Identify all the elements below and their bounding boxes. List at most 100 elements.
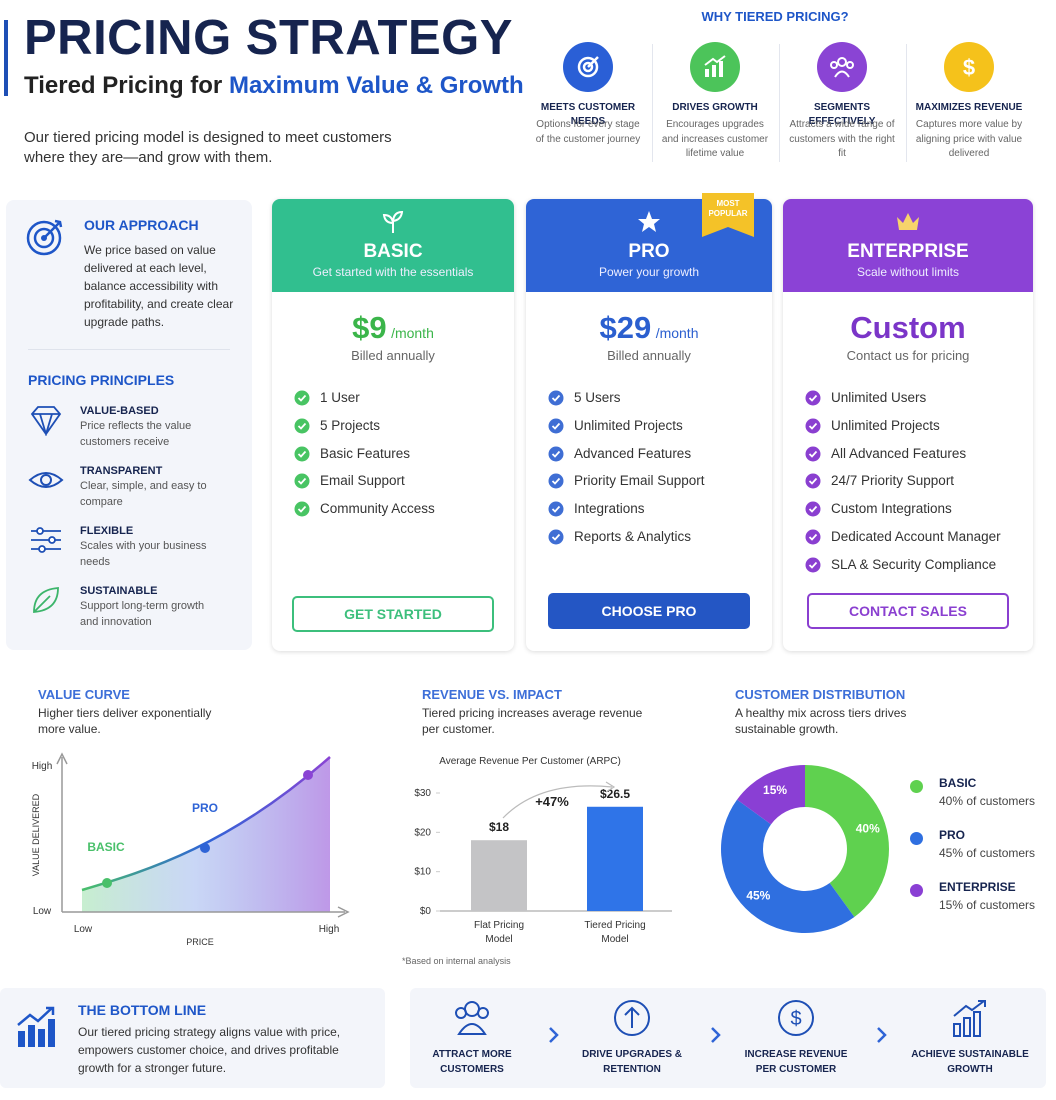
plan-feature: 5 Projects — [320, 417, 381, 433]
accent-bar — [4, 20, 8, 96]
why-item-title: DRIVES GROWTH — [672, 102, 758, 113]
chevron — [549, 1027, 559, 1043]
curve-point — [102, 878, 112, 888]
principle-text: Support long-term growth and innovation — [80, 600, 205, 628]
legend-note: 40% of customers — [939, 794, 1036, 808]
divider — [779, 44, 780, 162]
check-icon — [548, 390, 564, 406]
check-icon — [548, 473, 564, 489]
bar-chart: Average Revenue Per Customer (ARPC) $0 $10… — [414, 756, 672, 917]
icon-part: $ — [963, 55, 975, 80]
value-label: $26.5 — [600, 787, 630, 801]
principle-icon — [33, 587, 59, 613]
plan-button[interactable]: CHOOSE PRO — [548, 593, 750, 629]
icon-part — [33, 587, 59, 613]
icon-part — [897, 213, 919, 230]
curve-point — [303, 770, 313, 780]
icon-part — [808, 506, 818, 513]
plan-tagline: Scale without limits — [856, 265, 960, 279]
subtitle: Tiered Pricing for Maximum Value & Growt… — [24, 70, 524, 102]
icon-part — [805, 529, 821, 545]
icon-part — [464, 1001, 480, 1017]
y-tick-label: $30 — [414, 788, 431, 799]
principle-title: VALUE-BASED — [80, 405, 159, 417]
legend-note: 15% of customers — [939, 898, 1036, 912]
plan-badge: MOST POPULAR — [708, 199, 748, 218]
subtitle-text: Tiered Pricing for — [24, 72, 223, 99]
icon-part — [778, 1000, 814, 1036]
icon-part — [297, 506, 307, 513]
icon-part — [551, 422, 561, 430]
icon-part — [551, 478, 561, 486]
plan-button[interactable]: CONTACT SALES — [807, 593, 1009, 629]
axis-title: PRICE — [186, 937, 214, 947]
check-icon — [805, 557, 821, 573]
plan-button[interactable]: GET STARTED — [292, 596, 494, 632]
donut-slice — [737, 765, 805, 825]
icon-part — [551, 450, 561, 458]
icon-part — [704, 55, 726, 66]
plan-feature: Custom Integrations — [831, 501, 952, 517]
approach-text: We price based on value delivered at eac… — [84, 243, 234, 329]
icon-part — [808, 422, 818, 430]
icon-part — [830, 61, 838, 69]
icon-part — [548, 390, 564, 406]
check-icon — [548, 501, 564, 517]
check-icon — [294, 418, 310, 434]
bar — [471, 840, 527, 911]
check-icon — [805, 501, 821, 517]
divider — [906, 44, 907, 162]
x-tick-label: Tiered Pricing Model — [584, 920, 646, 945]
icon-part — [837, 57, 847, 67]
icon-part — [17, 1006, 55, 1026]
curve-point-label: PRO — [192, 801, 218, 815]
axis-label: High — [319, 924, 340, 935]
legend-label: BASIC — [939, 776, 977, 790]
icon-part — [805, 557, 821, 573]
plan-card: BASIC Get started with the essentials $9 /… — [272, 199, 514, 651]
principle-icon — [31, 527, 61, 553]
icon-part — [705, 69, 709, 77]
plan-icon — [382, 210, 404, 233]
section-title: VALUE CURVE — [38, 687, 130, 702]
icon-part — [953, 1000, 986, 1017]
icon-part — [48, 1019, 55, 1047]
icon-part — [382, 210, 404, 233]
icon-part — [587, 56, 599, 68]
plan-feature: Unlimited Users — [831, 390, 927, 405]
curve-point-label: BASIC — [87, 840, 125, 854]
plan-header — [272, 199, 514, 292]
icon-part — [805, 501, 821, 517]
principle-text: Clear, simple, and easy to compare — [80, 480, 207, 508]
check-icon — [805, 390, 821, 406]
icon-part — [808, 561, 818, 569]
subtitle-highlight: Maximum Value & Growth — [228, 72, 524, 99]
icon-part — [40, 474, 52, 486]
icon-part — [294, 390, 310, 406]
icon-part — [548, 418, 564, 434]
section-subtitle: A healthy mix across tiers drives sustai… — [735, 706, 907, 737]
icon-part — [808, 478, 818, 486]
x-tick-label: Flat Pricing Model — [473, 920, 524, 945]
footnote: *Based on internal analysis — [402, 956, 511, 966]
curve-area — [82, 757, 330, 912]
value-label: 45% — [746, 889, 770, 903]
chevron — [877, 1027, 887, 1043]
plan-billing: Billed annually — [607, 348, 691, 363]
value-label: $18 — [489, 820, 509, 834]
principle-icon — [30, 406, 62, 436]
y-tick-label: $20 — [414, 827, 431, 838]
icon-part — [477, 1007, 489, 1019]
why-item-text: Attracts a wide range of customers with … — [789, 119, 895, 159]
plan-feature: Email Support — [320, 473, 405, 489]
check-icon — [294, 473, 310, 489]
icon-part — [551, 533, 561, 541]
step-icon — [455, 1001, 489, 1035]
why-item-text: Captures more value by aligning price wi… — [915, 119, 1023, 159]
plan-price: $29 — [599, 310, 652, 345]
icon-part — [712, 65, 716, 77]
value-label: 15% — [763, 783, 787, 797]
icon-part — [711, 1027, 721, 1043]
section-title: CUSTOMER DISTRIBUTION — [735, 687, 906, 702]
